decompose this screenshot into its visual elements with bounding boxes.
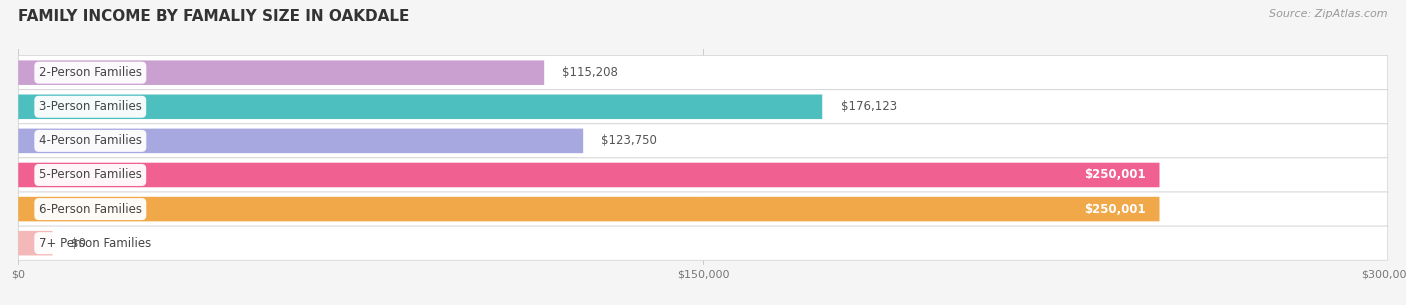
FancyBboxPatch shape <box>18 163 1160 187</box>
Text: $115,208: $115,208 <box>562 66 619 79</box>
FancyBboxPatch shape <box>18 197 1160 221</box>
FancyBboxPatch shape <box>18 158 1388 192</box>
Text: 6-Person Families: 6-Person Families <box>39 203 142 216</box>
Text: 7+ Person Families: 7+ Person Families <box>39 237 150 250</box>
Text: Source: ZipAtlas.com: Source: ZipAtlas.com <box>1270 9 1388 19</box>
FancyBboxPatch shape <box>18 90 1388 124</box>
FancyBboxPatch shape <box>18 226 1388 260</box>
FancyBboxPatch shape <box>18 192 1388 226</box>
Text: 5-Person Families: 5-Person Families <box>39 168 142 181</box>
Text: 4-Person Families: 4-Person Families <box>39 135 142 147</box>
Text: FAMILY INCOME BY FAMALIY SIZE IN OAKDALE: FAMILY INCOME BY FAMALIY SIZE IN OAKDALE <box>18 9 409 24</box>
Text: $250,001: $250,001 <box>1084 203 1146 216</box>
FancyBboxPatch shape <box>18 56 1388 90</box>
Text: $0: $0 <box>70 237 86 250</box>
FancyBboxPatch shape <box>18 95 823 119</box>
Text: $123,750: $123,750 <box>602 135 658 147</box>
Text: $250,001: $250,001 <box>1084 168 1146 181</box>
FancyBboxPatch shape <box>18 231 52 256</box>
Text: 3-Person Families: 3-Person Families <box>39 100 142 113</box>
FancyBboxPatch shape <box>18 60 544 85</box>
FancyBboxPatch shape <box>18 124 1388 158</box>
Text: $176,123: $176,123 <box>841 100 897 113</box>
Text: 2-Person Families: 2-Person Families <box>39 66 142 79</box>
FancyBboxPatch shape <box>18 129 583 153</box>
